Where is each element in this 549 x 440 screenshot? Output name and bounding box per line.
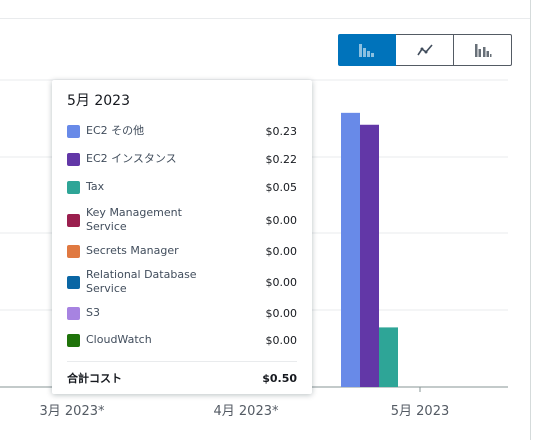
- tooltip-row: EC2 インスタンス $0.22: [67, 145, 297, 173]
- tooltip-row-label-group: Secrets Manager: [67, 244, 216, 258]
- tooltip-row-label: Key Management Service: [86, 206, 182, 233]
- line-chart-icon: [416, 44, 433, 56]
- tooltip-row-label-group: CloudWatch: [67, 333, 216, 347]
- tooltip-row-value: $0.00: [265, 333, 298, 347]
- tooltip-row: EC2 その他 $0.23: [67, 117, 297, 145]
- total-cost-label: 合計コスト: [67, 372, 122, 385]
- tooltip-row-label-group: S3: [67, 306, 216, 320]
- legend-swatch: [67, 306, 80, 320]
- bar-1-2: [360, 124, 379, 387]
- tooltip-row-label-group: Tax: [67, 180, 216, 194]
- x-tick-label: 4月 2023*: [214, 404, 279, 419]
- legend-swatch: [67, 180, 80, 194]
- tooltip-rows: EC2 その他 $0.23 EC2 インスタンス $0.22 Tax $0.05 Key M…: [67, 117, 297, 355]
- tooltip-row-label-group: Relational Database Service: [67, 268, 216, 296]
- x-tick-label: 5月 2023: [391, 404, 450, 419]
- tooltip-row-label: EC2 その他: [86, 124, 145, 137]
- tooltip-row-value: $0.22: [265, 152, 298, 166]
- legend-swatch: [67, 124, 80, 138]
- tooltip-row: Relational Database Service $0.00: [67, 263, 297, 301]
- tooltip-row-label: Tax: [86, 180, 105, 193]
- panel-edge: [530, 0, 531, 440]
- tooltip-row: Secrets Manager $0.00: [67, 239, 297, 263]
- tooltip-row: Tax $0.05: [67, 173, 297, 201]
- bar-2-2: [379, 327, 398, 387]
- stacked-bar-chart-button[interactable]: [338, 34, 396, 66]
- tooltip-row-label: S3: [86, 306, 100, 319]
- tooltip-total-row: 合計コスト $0.50: [67, 362, 297, 394]
- legend-swatch: [67, 275, 80, 289]
- chart-type-segmented-control: [338, 34, 512, 66]
- tooltip-row-value: $0.05: [265, 180, 298, 194]
- total-cost-value: $0.50: [262, 371, 297, 385]
- tooltip-row: CloudWatch $0.00: [67, 325, 297, 355]
- tooltip-row-label: EC2 インスタンス: [86, 152, 177, 165]
- tooltip-divider: [67, 361, 297, 362]
- bar-0-2: [341, 112, 360, 387]
- legend-swatch: [67, 213, 80, 227]
- tooltip-row-label: Relational Database Service: [86, 268, 197, 295]
- top-strip: [0, 0, 530, 19]
- x-tick-label: 3月 2023*: [40, 404, 105, 419]
- tooltip-row-value: $0.00: [265, 275, 298, 289]
- tooltip-title: 5月 2023: [67, 93, 130, 109]
- legend-swatch: [67, 152, 80, 166]
- tooltip-row-label-group: Key Management Service: [67, 206, 216, 234]
- grouped-bar-chart-button[interactable]: [454, 34, 512, 66]
- tooltip-row-label: CloudWatch: [86, 333, 152, 346]
- tooltip-row-value: $0.00: [265, 244, 298, 258]
- tooltip-row-label-group: EC2 その他: [67, 124, 216, 138]
- tooltip-row-label: Secrets Manager: [86, 244, 179, 257]
- tooltip-row-value: $0.23: [265, 124, 298, 138]
- tooltip-row-label-group: EC2 インスタンス: [67, 152, 216, 166]
- grouped-bar-chart-icon: [474, 44, 491, 57]
- line-chart-button[interactable]: [396, 34, 454, 66]
- tooltip-row-value: $0.00: [265, 306, 298, 320]
- stacked-bar-chart-icon: [359, 44, 374, 57]
- legend-swatch: [67, 333, 80, 347]
- tooltip-row: Key Management Service $0.00: [67, 201, 297, 239]
- legend-swatch: [67, 244, 80, 258]
- chart-tooltip: 5月 2023 EC2 その他 $0.23 EC2 インスタンス $0.22 Tax $0…: [52, 80, 312, 394]
- tooltip-row-value: $0.00: [265, 213, 298, 227]
- tooltip-row: S3 $0.00: [67, 301, 297, 325]
